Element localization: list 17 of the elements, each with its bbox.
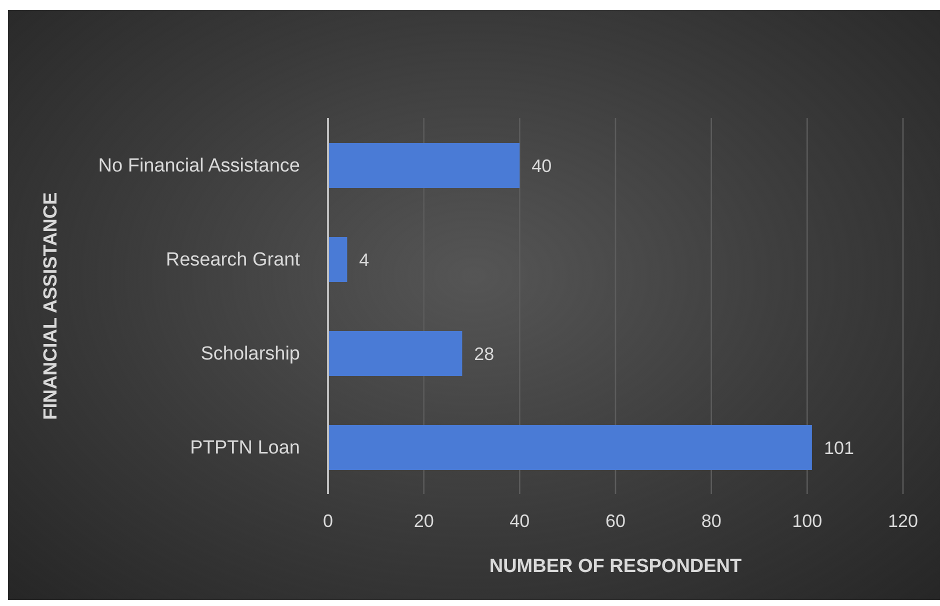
x-tick-label: 100	[792, 510, 822, 531]
x-tick-label: 120	[888, 510, 918, 531]
data-label: 40	[532, 156, 552, 176]
y-tick-label: Scholarship	[200, 344, 300, 365]
x-tick-label: 60	[605, 510, 626, 531]
x-tick-label: 40	[510, 510, 530, 531]
y-tick-label: No Financial Assistance	[98, 156, 300, 177]
y-tick-label: PTPTN Loan	[190, 438, 300, 459]
x-tick-label: 80	[701, 510, 722, 531]
x-axis-title: NUMBER OF RESPONDENT	[489, 556, 742, 577]
y-axis-title: FINANCIAL ASSISTANCE	[40, 192, 62, 420]
x-tick-label: 20	[414, 510, 434, 531]
data-label: 4	[359, 250, 370, 270]
y-tick-label: Research Grant	[166, 250, 301, 271]
data-label: 101	[824, 438, 854, 458]
data-label: 28	[474, 344, 494, 364]
x-tick-label: 0	[322, 510, 334, 531]
